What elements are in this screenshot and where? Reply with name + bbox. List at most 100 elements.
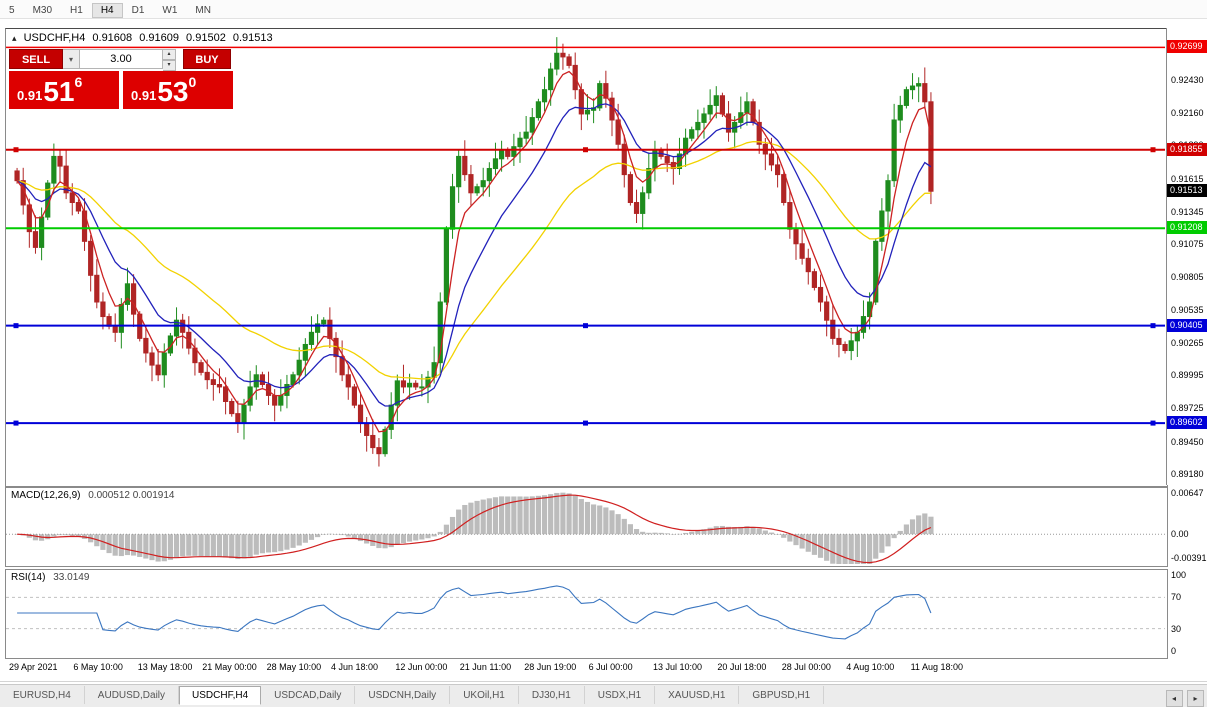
tab-scroll-left-icon[interactable]: ◂	[1165, 690, 1183, 707]
timeframe-h1[interactable]: H1	[70, 5, 83, 16]
macd-axis[interactable]: 0.00647 0.00 -0.00391	[1166, 487, 1207, 565]
bid-price-prefix: 0.91	[17, 88, 43, 103]
timeframe-5[interactable]: 5	[9, 5, 15, 16]
time-label: 21 Jun 11:00	[459, 662, 512, 672]
tab-xauusd-h1[interactable]: XAUUSD,H1	[655, 686, 740, 704]
ask-price-pip: 0	[188, 74, 197, 90]
rsi-header: RSI(14) 33.0149	[11, 572, 89, 583]
volume-input[interactable]	[80, 49, 163, 69]
macd-label: MACD(12,26,9)	[11, 490, 81, 501]
hline-handle[interactable]	[1150, 420, 1156, 426]
price-tag-line: 0.91208	[1167, 221, 1207, 235]
hline-handle[interactable]	[583, 323, 588, 329]
time-label: 13 May 18:00	[137, 662, 193, 672]
chart-open: 0.91608	[92, 32, 133, 44]
chart-high: 0.91609	[139, 32, 179, 44]
price-tick: 0.92160	[1171, 107, 1204, 118]
ask-price-box[interactable]: 0.91 53 0	[123, 71, 233, 109]
macd-values: 0.000512 0.001914	[88, 490, 175, 501]
rsi-plot[interactable]	[6, 570, 1165, 656]
hline-handle[interactable]	[13, 323, 19, 329]
tab-ukoil-h1[interactable]: UKOil,H1	[450, 686, 519, 704]
timeframe-d1[interactable]: D1	[131, 5, 145, 16]
hline-handle[interactable]	[583, 420, 588, 426]
time-label: 28 May 10:00	[266, 662, 322, 672]
timeframe-h4[interactable]: H4	[91, 3, 123, 18]
rsi-tick: 0	[1171, 646, 1177, 656]
price-tick: 0.92430	[1171, 74, 1204, 85]
hline-handle[interactable]	[13, 147, 19, 153]
timeframe-mn[interactable]: MN	[195, 5, 211, 16]
time-label: 29 Apr 2021	[9, 662, 58, 672]
rsi-tick: 30	[1171, 623, 1182, 634]
tab-scroll-right-icon[interactable]: ▸	[1187, 690, 1204, 707]
volume-dropdown-icon[interactable]: ▾	[63, 49, 80, 69]
price-tick: 0.89995	[1171, 370, 1204, 381]
sell-button[interactable]: SELL	[9, 49, 63, 69]
time-label: 13 Jul 10:00	[653, 662, 703, 672]
horizontal-lines	[6, 46, 1165, 426]
tab-usdcad-daily[interactable]: USDCAD,Daily	[261, 686, 356, 704]
ma-5-line	[16, 70, 932, 433]
macd-header: MACD(12,26,9) 0.000512 0.001914	[11, 490, 174, 501]
hline-handle[interactable]	[1150, 323, 1156, 329]
macd-panel[interactable]: MACD(12,26,9) 0.000512 0.001914	[5, 487, 1168, 567]
rsi-panel[interactable]: RSI(14) 33.0149	[5, 569, 1168, 659]
rsi-line	[17, 585, 932, 640]
volume-down-icon[interactable]: ▾	[163, 60, 176, 71]
tab-usdchf-h4[interactable]: USDCHF,H4	[179, 686, 262, 705]
timeframe-toolbar: 5 M30 H1 H4 D1 W1 MN	[0, 0, 1207, 19]
current-price-tag: 0.91513	[1167, 184, 1207, 198]
price-tick: 0.91345	[1171, 206, 1204, 217]
time-label: 21 May 00:00	[202, 662, 257, 672]
tab-usdx-h1[interactable]: USDX,H1	[585, 686, 656, 704]
tab-usdcnh-daily[interactable]: USDCNH,Daily	[355, 686, 451, 704]
time-label: 6 Jul 00:00	[588, 662, 633, 672]
candlestick-chart[interactable]	[6, 29, 1165, 484]
bid-price-main: 51	[43, 76, 75, 107]
one-click-trading-panel: SELL ▾ ▴ ▾ BUY	[9, 49, 231, 71]
ask-price-main: 53	[157, 76, 189, 107]
buy-button[interactable]: BUY	[183, 49, 231, 69]
chart-tabbar: EURUSD,H4 AUDUSD,Daily USDCHF,H4 USDCAD,Dai…	[0, 684, 1207, 707]
price-tag-line: 0.91855	[1167, 142, 1207, 156]
tab-eurusd-h4[interactable]: EURUSD,H4	[0, 686, 85, 704]
price-tick: 0.90805	[1171, 272, 1204, 283]
rsi-value: 33.0149	[53, 572, 90, 583]
time-label: 4 Aug 10:00	[846, 662, 895, 672]
volume-up-icon[interactable]: ▴	[163, 49, 176, 60]
timeframe-w1[interactable]: W1	[162, 5, 178, 16]
time-label: 20 Jul 18:00	[717, 662, 767, 672]
time-label: 28 Jun 19:00	[524, 662, 577, 672]
macd-plot[interactable]	[6, 488, 1165, 564]
tab-audusd-daily[interactable]: AUDUSD,Daily	[85, 686, 180, 704]
rsi-axis[interactable]: 100 70 30 0	[1166, 569, 1207, 657]
price-axis[interactable]: 0.924300.921600.918900.916150.913450.910…	[1166, 28, 1207, 485]
timeframe-m30[interactable]: M30	[32, 5, 53, 16]
macd-histogram	[14, 492, 934, 564]
price-tick: 0.89180	[1171, 469, 1204, 480]
bid-price-box[interactable]: 0.91 51 6	[9, 71, 119, 109]
bid-price-pip: 6	[74, 74, 83, 90]
chart-close: 0.91513	[232, 32, 273, 44]
tabbar-divider	[0, 681, 1207, 682]
macd-signal-line	[17, 494, 932, 564]
hline-handle[interactable]	[583, 147, 588, 153]
moving-averages	[16, 70, 932, 433]
tab-gbpusd-h1[interactable]: GBPUSD,H1	[739, 686, 825, 704]
chart-symbol: USDCHF,H4	[23, 32, 86, 44]
macd-tick: 0.00	[1171, 529, 1189, 540]
time-axis[interactable]: 29 Apr 2021 6 May 10:00 13 May 18:00 21 May…	[5, 659, 1166, 679]
price-tag-line: 0.90405	[1167, 318, 1207, 332]
hline-handle[interactable]	[13, 420, 19, 426]
time-label: 12 Jun 00:00	[395, 662, 448, 672]
price-tick: 0.91075	[1171, 239, 1204, 250]
time-label: 28 Jul 00:00	[781, 662, 831, 672]
macd-tick: 0.00647	[1171, 488, 1204, 498]
tab-dj30-h1[interactable]: DJ30,H1	[519, 686, 585, 704]
price-tick: 0.91615	[1171, 173, 1204, 184]
main-chart-panel[interactable]: ▴ USDCHF,H4 0.91608 0.91609 0.91502 0.91…	[5, 28, 1168, 487]
time-label: 6 May 10:00	[73, 662, 123, 672]
hline-handle[interactable]	[1150, 147, 1156, 153]
ma-13-line	[16, 103, 932, 407]
